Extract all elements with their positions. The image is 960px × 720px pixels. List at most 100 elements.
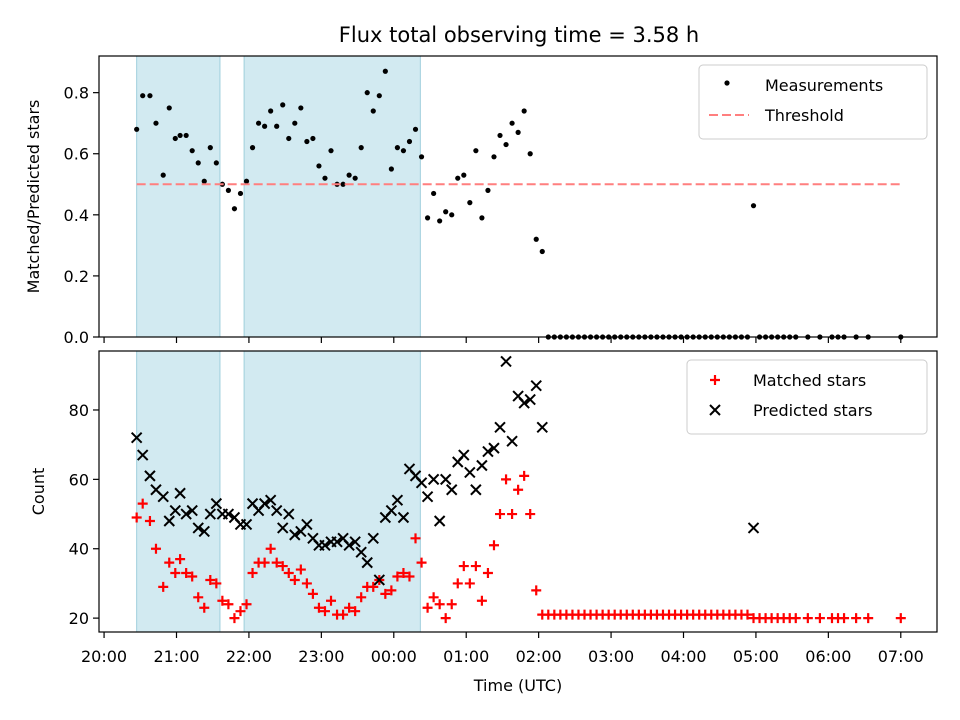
measurement-point [262,123,268,129]
predicted-star-point [240,518,253,531]
predicted-star-point [136,449,149,461]
measurement-point [352,175,358,181]
matched-star-point [319,606,330,617]
predicted-star-point [130,432,143,444]
y-tick-label: 20 [69,609,89,628]
predicted-star-point [433,515,446,527]
measurement-point [225,187,232,193]
predicted-star-point [482,445,494,458]
matched-star-point [205,574,216,585]
predicted-star-point [163,515,175,527]
predicted-star-point [506,435,518,447]
measurement-point [358,145,364,151]
x-tick-label: 22:00 [226,647,272,666]
matched-star-point [525,509,536,520]
predicted-star-point [289,529,301,541]
matched-star-point [271,557,282,568]
predicted-star-point [524,393,536,406]
legend-marker [724,80,730,86]
measurement-point [231,206,238,212]
matched-star-point [398,568,409,579]
measurement-point [424,215,431,221]
measurement-point [491,154,497,160]
matched-star-point [501,474,512,485]
predicted-star-point [439,473,452,486]
matched-star-point [428,592,439,603]
measurement-point [237,190,244,197]
matched-star-point [344,602,355,613]
matched-star-point [814,613,825,624]
top-panel-ratio: 0.0 0.2 0.4 0.6 0.8 Matched/Predicted stars Me… [24,55,938,347]
measurement-point [316,163,322,169]
measurement-point [147,93,153,99]
predicted-star-point [198,525,210,538]
x-tick-label: 21:00 [153,647,199,666]
predicted-star-point [518,397,530,409]
predicted-star-point [349,536,361,548]
matched-star-point [187,571,198,582]
measurement-point [346,172,352,178]
measurement-point [166,105,172,111]
measurement-point [443,209,449,215]
legend-label: Predicted stars [753,401,873,420]
measurement-point [292,120,298,126]
predicted-star-point [258,497,271,510]
y-axis-label: Matched/Predicted stars [24,100,43,294]
legend-box [698,64,928,140]
x-axis-label: Time (UTC) [473,676,562,695]
predicted-star-point [270,504,283,517]
x-tick-label: 06:00 [805,647,851,666]
legend-label: Matched stars [753,371,866,390]
y-tick-label: 40 [69,540,89,559]
measurement-point [376,93,382,99]
matched-star-point [410,533,421,544]
matched-star-point [223,599,234,610]
matched-star-point [283,568,294,579]
predicted-star-point [385,504,398,517]
measurement-point [183,132,189,139]
predicted-star-point [264,494,277,506]
x-tick-label: 01:00 [443,647,489,666]
predicted-star-point [427,473,440,486]
measurement-point [310,135,316,142]
predicted-star-point [157,490,169,503]
matched-star-point [229,613,240,624]
y-tick-label: 0.8 [64,84,89,103]
legend-label: Measurements [765,76,883,95]
measurement-point [364,90,370,96]
predicted-star-point [355,546,367,558]
measurement-point [485,187,491,193]
measurement-point [418,154,425,160]
matched-star-point [181,568,192,579]
x-tick-label: 03:00 [588,647,634,666]
matched-star-point [895,613,906,624]
matched-star-point [350,606,361,617]
bottom-panel-counts: 20 40 60 80 20:00 21:00 22:00 23:00 00:00 01:00 02… [29,350,938,695]
measurement-point [249,145,256,151]
measurement-point [255,120,262,126]
matched-star-point [851,613,862,624]
matched-star-point [199,602,210,613]
measurement-point [370,108,376,114]
matched-star-point [265,543,276,554]
matched-star-point [380,588,391,599]
matched-star-point [368,581,379,592]
y-tick-label: 0.6 [64,145,89,164]
measurement-point [515,129,521,135]
matched-star-point [742,609,753,620]
measurement-point [243,178,250,184]
predicted-star-point [747,522,760,534]
predicted-star-point [476,459,488,472]
predicted-star-point [391,494,404,506]
matched-star-point [458,561,469,572]
measurement-point [527,151,533,157]
predicted-star-point [397,511,410,524]
measurement-point [461,172,467,178]
x-tick-label: 04:00 [660,647,706,666]
matched-star-point [193,592,204,603]
y-tick-label: 0.2 [64,267,89,286]
predicted-star-point [180,508,192,520]
x-tick-label: 02:00 [516,647,562,666]
measurement-point [382,68,388,74]
measurement-point [533,236,539,242]
